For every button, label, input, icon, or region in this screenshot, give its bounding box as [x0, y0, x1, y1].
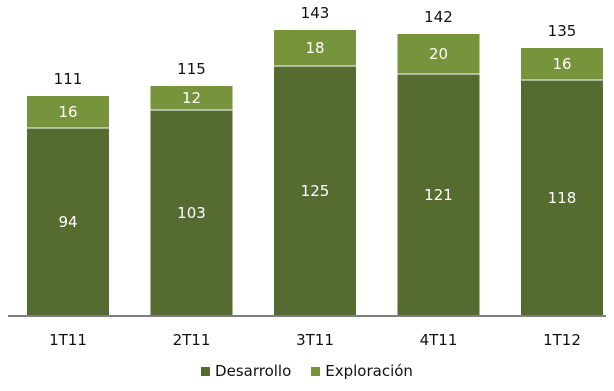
legend-item-desarrollo: Desarrollo: [201, 362, 291, 380]
legend-label-exploracion: Exploración: [325, 362, 413, 380]
x-tick-label-2T11: 2T11: [173, 331, 211, 349]
x-tick-label-1T11: 1T11: [49, 331, 87, 349]
data-label-desarrollo-4T11: 121: [424, 186, 453, 204]
legend-swatch-desarrollo: [201, 366, 211, 376]
bar-exploracion-1T12: [521, 48, 603, 80]
x-tick-label-3T11: 3T11: [296, 331, 334, 349]
total-label-4T11: 142: [424, 8, 453, 26]
legend-item-exploracion: Exploración: [311, 362, 413, 380]
data-label-desarrollo-1T12: 118: [548, 189, 577, 207]
total-label-2T11: 115: [177, 60, 206, 78]
x-tick-labels: 1T11 2T11 3T11 4T11 1T12: [49, 331, 581, 349]
legend: Desarrollo Exploración: [0, 362, 614, 380]
data-label-exploracion-1T12: 16: [552, 55, 571, 73]
bar-desarrollo-1T11: [27, 128, 109, 316]
bar-desarrollo-2T11: [150, 110, 233, 316]
bar-exploracion-4T11: [397, 34, 480, 74]
data-label-exploracion-3T11: 18: [305, 39, 324, 57]
data-label-desarrollo-3T11: 125: [301, 182, 330, 200]
data-label-exploracion-2T11: 12: [182, 89, 201, 107]
legend-swatch-exploracion: [311, 366, 321, 376]
data-label-exploracion-4T11: 20: [429, 45, 448, 63]
data-label-desarrollo-1T11: 94: [58, 213, 77, 231]
x-tick-label-4T11: 4T11: [420, 331, 458, 349]
total-label-3T11: 143: [301, 4, 330, 22]
data-label-exploracion-1T11: 16: [58, 103, 77, 121]
total-label-1T11: 111: [54, 70, 83, 88]
bar-desarrollo-4T11: [397, 74, 480, 316]
data-label-desarrollo-2T11: 103: [177, 204, 206, 222]
x-tick-label-1T12: 1T12: [543, 331, 581, 349]
bar-desarrollo-1T12: [521, 80, 603, 316]
bar-desarrollo-3T11: [274, 66, 356, 316]
stacked-bar-chart: 941611110312115125181431212014211816135 …: [8, 4, 606, 349]
bar-exploracion-3T11: [274, 30, 356, 66]
bar-exploracion-1T11: [27, 96, 109, 128]
bar-exploracion-2T11: [150, 86, 233, 110]
legend-label-desarrollo: Desarrollo: [215, 362, 292, 380]
total-label-1T12: 135: [548, 22, 577, 40]
bars-group: 94 16 111 103 12 115 125 18 143 121 20 142 118 16 135: [27, 4, 603, 316]
